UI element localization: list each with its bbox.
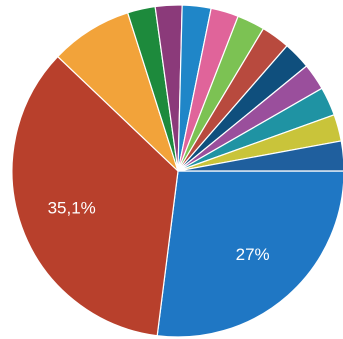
pie-slice [11,55,179,337]
pie-slice [156,170,343,338]
value-label: 35,1% [48,198,96,217]
pie-slice [177,140,343,172]
value-label: 27% [236,245,270,264]
